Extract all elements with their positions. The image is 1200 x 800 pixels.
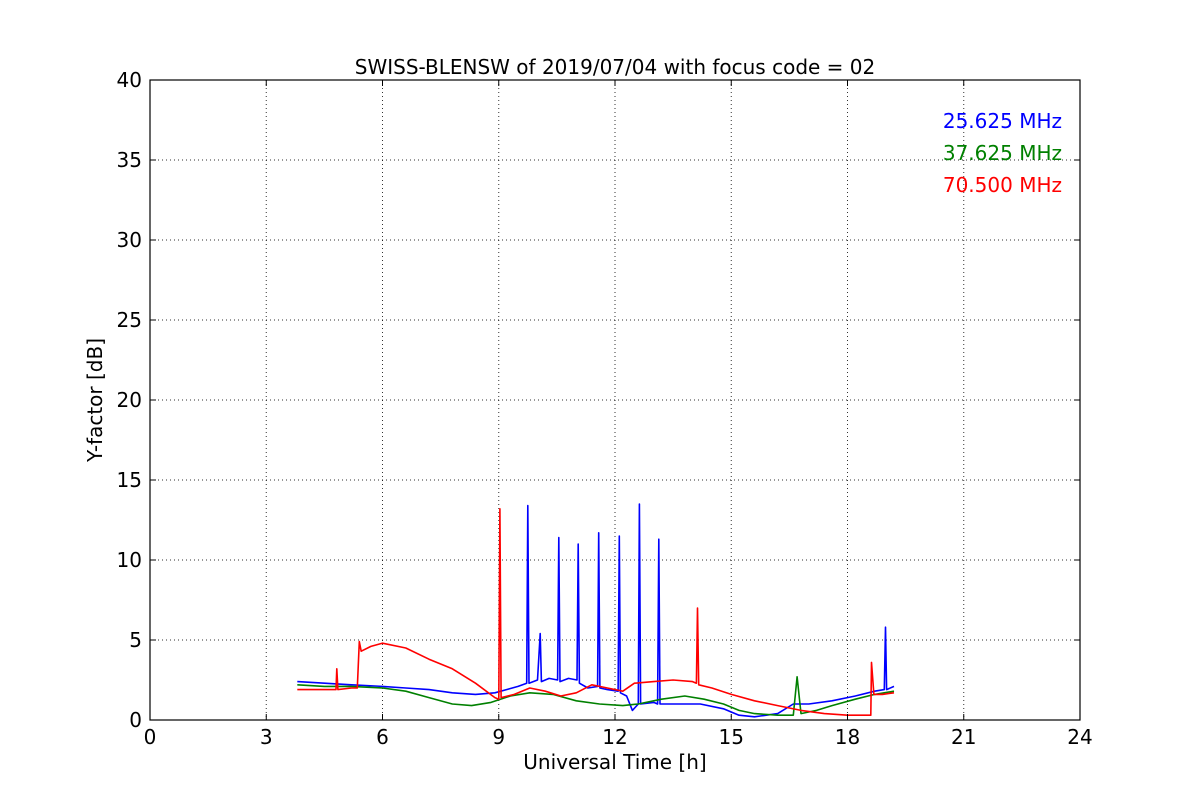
y-tick-label: 20 bbox=[117, 388, 142, 412]
legend-entry-0: 25.625 MHz bbox=[943, 109, 1062, 133]
x-tick-label: 12 bbox=[602, 725, 627, 749]
legend-entry-2: 70.500 MHz bbox=[943, 173, 1062, 197]
x-tick-label: 21 bbox=[951, 725, 976, 749]
legend-entry-1: 37.625 MHz bbox=[943, 141, 1062, 165]
y-tick-label: 0 bbox=[129, 708, 142, 732]
x-tick-label: 18 bbox=[835, 725, 860, 749]
legend: 25.625 MHz 37.625 MHz 70.500 MHz bbox=[943, 109, 1062, 197]
y-tick-label: 15 bbox=[117, 468, 142, 492]
series-layer bbox=[297, 503, 895, 718]
y-tick-label: 40 bbox=[117, 68, 142, 92]
x-tick-label: 15 bbox=[719, 725, 744, 749]
x-axis-label: Universal Time [h] bbox=[523, 750, 706, 774]
tick-layer: 0 3 6 9 12 15 18 21 24 0 5 10 15 20 25 30 35 40 bbox=[117, 68, 1093, 749]
x-tick-label: 0 bbox=[144, 725, 157, 749]
grid-layer bbox=[149, 79, 1081, 721]
x-tick-label: 3 bbox=[260, 725, 273, 749]
y-tick-label: 30 bbox=[117, 228, 142, 252]
x-tick-label: 24 bbox=[1067, 725, 1092, 749]
chart-title: SWISS-BLENSW of 2019/07/04 with focus co… bbox=[355, 55, 876, 79]
x-tick-label: 9 bbox=[492, 725, 505, 749]
y-tick-label: 25 bbox=[117, 308, 142, 332]
series-line-2 bbox=[297, 507, 895, 717]
series-line-1 bbox=[297, 675, 895, 717]
y-axis-label: Y-factor [dB] bbox=[83, 338, 107, 463]
y-tick-label: 35 bbox=[117, 148, 142, 172]
y-tick-label: 5 bbox=[129, 628, 142, 652]
y-tick-label: 10 bbox=[117, 548, 142, 572]
x-tick-label: 6 bbox=[376, 725, 389, 749]
